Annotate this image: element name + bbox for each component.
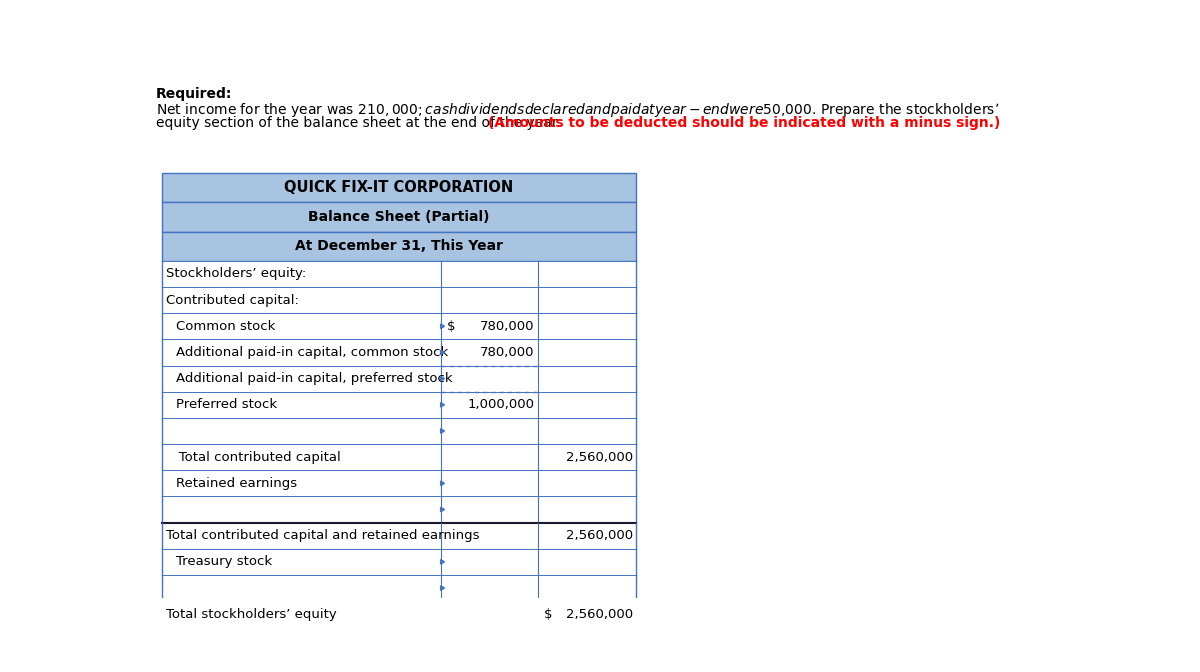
Polygon shape	[440, 481, 444, 486]
Bar	[162, 444, 636, 470]
Text: Treasury stock: Treasury stock	[176, 555, 272, 569]
Text: Stockholders’ equity:: Stockholders’ equity:	[166, 267, 306, 280]
Text: $: $	[446, 320, 455, 333]
Text: Additional paid-in capital, preferred stock: Additional paid-in capital, preferred st…	[176, 372, 452, 385]
Text: 2,560,000: 2,560,000	[565, 451, 632, 464]
Bar	[162, 173, 636, 202]
Text: Balance Sheet (Partial): Balance Sheet (Partial)	[308, 210, 490, 224]
Polygon shape	[440, 586, 444, 591]
Polygon shape	[440, 350, 444, 355]
Polygon shape	[440, 560, 444, 564]
Text: equity section of the balance sheet at the end of the year.: equity section of the balance sheet at t…	[156, 116, 560, 130]
Text: Total contributed capital: Total contributed capital	[166, 451, 341, 464]
Bar	[162, 287, 636, 313]
Polygon shape	[440, 429, 444, 433]
Text: Additional paid-in capital, common stock: Additional paid-in capital, common stock	[176, 346, 449, 359]
Bar	[162, 232, 636, 261]
Bar	[162, 202, 636, 232]
Text: Required:: Required:	[156, 87, 233, 101]
Text: 1,000,000: 1,000,000	[468, 398, 534, 411]
Text: Retained earnings: Retained earnings	[176, 477, 298, 490]
Bar	[162, 339, 636, 366]
Text: Net income for the year was $210,000; cash dividends declared and paid at year-e: Net income for the year was $210,000; ca…	[156, 101, 1000, 119]
Text: (Amounts to be deducted should be indicated with a minus sign.): (Amounts to be deducted should be indica…	[484, 116, 1001, 130]
Text: Contributed capital:: Contributed capital:	[166, 294, 299, 306]
Bar	[162, 497, 636, 523]
Bar	[162, 392, 636, 418]
Bar	[162, 366, 636, 392]
Bar	[162, 261, 636, 287]
Polygon shape	[440, 324, 444, 329]
Polygon shape	[440, 507, 444, 512]
Text: Total stockholders’ equity: Total stockholders’ equity	[166, 607, 336, 621]
Text: QUICK FIX-IT CORPORATION: QUICK FIX-IT CORPORATION	[284, 180, 514, 195]
Polygon shape	[440, 403, 444, 407]
Polygon shape	[440, 376, 444, 381]
Text: 2,560,000: 2,560,000	[565, 607, 632, 621]
Text: 780,000: 780,000	[480, 320, 534, 333]
Bar	[162, 418, 636, 444]
Text: 2,560,000: 2,560,000	[565, 530, 632, 542]
Bar	[162, 523, 636, 549]
Text: Common stock: Common stock	[176, 320, 276, 333]
Text: 780,000: 780,000	[480, 346, 534, 359]
Bar	[162, 575, 636, 601]
Bar	[162, 549, 636, 575]
Text: At December 31, This Year: At December 31, This Year	[295, 239, 503, 253]
Bar	[162, 470, 636, 497]
Text: Preferred stock: Preferred stock	[176, 398, 277, 411]
Text: Total contributed capital and retained earnings: Total contributed capital and retained e…	[166, 530, 479, 542]
Bar	[162, 601, 636, 628]
Text: $: $	[544, 607, 552, 621]
Bar	[162, 313, 636, 339]
